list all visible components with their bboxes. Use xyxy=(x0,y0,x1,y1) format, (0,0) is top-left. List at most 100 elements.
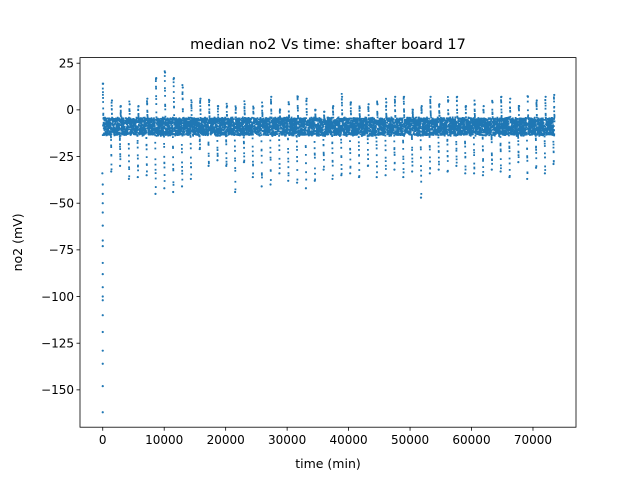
y-tick-label: −75 xyxy=(49,243,74,257)
daily-min-point xyxy=(393,168,396,171)
daily-min-point xyxy=(234,190,237,194)
daily-max-point xyxy=(287,103,291,106)
daily-max-point xyxy=(323,110,326,113)
outlier-point xyxy=(101,362,104,365)
daily-min-point xyxy=(225,164,228,167)
y-axis: −150 −125 −100 −75 −50 −25 0 25 xyxy=(41,57,80,397)
daily-min-point xyxy=(189,177,192,181)
daily-min-point xyxy=(172,190,175,194)
daily-max-point xyxy=(411,108,414,111)
outlier-point xyxy=(101,385,104,388)
daily-min-point xyxy=(216,159,219,162)
daily-max-point xyxy=(128,103,131,106)
daily-min-point xyxy=(490,168,493,171)
daily-max-point xyxy=(420,105,423,108)
daily-max-point xyxy=(517,105,521,108)
daily-min-point xyxy=(154,192,157,195)
daily-min-point xyxy=(357,175,361,179)
daily-min-point xyxy=(118,164,122,167)
daily-max-point xyxy=(456,95,459,98)
data-points xyxy=(101,70,556,414)
outlier-point xyxy=(101,273,104,276)
outlier-point xyxy=(101,411,104,414)
daily-max-point xyxy=(535,99,538,102)
daily-min-point xyxy=(313,179,316,182)
daily-max-point xyxy=(146,97,149,100)
daily-min-point xyxy=(295,181,299,184)
daily-max-point xyxy=(314,108,317,111)
x-tick-label: 40000 xyxy=(329,433,367,447)
daily-min-point xyxy=(534,166,538,169)
daily-max-point xyxy=(438,103,441,106)
outlier-point xyxy=(101,286,104,289)
y-tick-label: −100 xyxy=(41,290,74,304)
daily-min-point xyxy=(242,161,246,164)
daily-max-point xyxy=(181,86,184,89)
outlier-point xyxy=(101,330,104,334)
daily-max-point xyxy=(172,77,176,80)
daily-min-point xyxy=(101,172,104,175)
daily-min-point xyxy=(464,172,467,175)
daily-min-point xyxy=(384,174,387,177)
x-tick-label: 20000 xyxy=(207,433,245,447)
daily-min-point xyxy=(428,172,431,175)
daily-max-point xyxy=(376,103,379,106)
daily-max-point xyxy=(270,95,273,98)
daily-max-point xyxy=(190,101,193,104)
x-tick-label: 30000 xyxy=(268,433,306,447)
daily-min-point xyxy=(269,183,272,186)
daily-max-point xyxy=(526,95,530,98)
daily-max-point xyxy=(199,97,202,100)
daily-min-point xyxy=(251,175,254,179)
daily-max-point xyxy=(155,77,158,80)
daily-min-point xyxy=(260,185,263,188)
y-tick-label: −25 xyxy=(49,150,74,164)
daily-max-point xyxy=(332,105,335,108)
daily-min-point xyxy=(145,174,148,177)
daily-max-point xyxy=(358,106,361,110)
daily-max-point xyxy=(208,99,211,102)
daily-min-point xyxy=(180,185,184,188)
outlier-point xyxy=(101,245,104,248)
daily-min-point xyxy=(340,174,343,177)
daily-min-point xyxy=(446,170,449,173)
daily-max-point xyxy=(544,95,547,98)
y-tick-label: 25 xyxy=(59,57,74,71)
daily-min-point xyxy=(304,187,308,190)
daily-max-point xyxy=(473,103,476,106)
x-tick-label: 60000 xyxy=(452,433,490,447)
daily-max-point xyxy=(217,105,220,108)
daily-max-point xyxy=(447,99,450,102)
daily-min-point xyxy=(411,170,414,173)
daily-min-point xyxy=(207,164,210,167)
x-axis-label: time (min) xyxy=(295,456,361,471)
y-axis-label: no2 (mV) xyxy=(10,213,25,271)
daily-min-point xyxy=(322,168,325,171)
daily-max-point xyxy=(279,108,282,111)
daily-min-point xyxy=(375,175,378,179)
y-tick-label: −50 xyxy=(49,197,74,211)
outlier-point xyxy=(101,239,104,242)
daily-max-point xyxy=(225,105,229,108)
outlier-point xyxy=(101,211,104,214)
daily-min-point xyxy=(198,147,201,151)
daily-max-point xyxy=(340,95,344,98)
daily-min-point xyxy=(278,172,281,175)
daily-max-point xyxy=(261,105,264,108)
daily-max-point xyxy=(482,105,485,108)
daily-min-point xyxy=(455,164,458,167)
outlier-point xyxy=(101,202,104,205)
daily-min-point xyxy=(543,172,547,175)
outlier-point xyxy=(101,192,104,195)
daily-min-point xyxy=(349,172,352,175)
daily-min-point xyxy=(331,177,334,181)
y-tick-label: 0 xyxy=(66,103,74,117)
daily-min-point xyxy=(127,177,131,181)
x-tick-label: 10000 xyxy=(145,433,183,447)
x-tick-label: 50000 xyxy=(391,433,429,447)
daily-min-point xyxy=(499,170,502,173)
outlier-point xyxy=(101,261,104,265)
daily-max-point xyxy=(385,101,388,104)
